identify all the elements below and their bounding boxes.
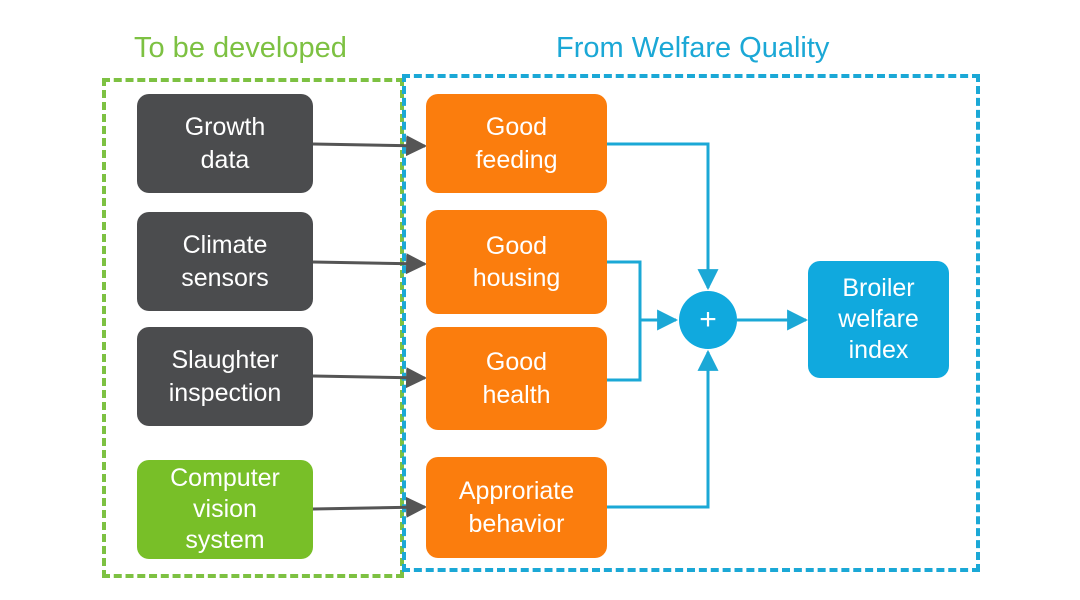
arrow-behavior-to-plus (607, 349, 719, 509)
slaughter-inspection-box: Slaughter inspection (137, 327, 313, 426)
arrow-vision-to-behavior (312, 496, 428, 518)
arrow-slaughter-to-health (312, 367, 428, 389)
good-feeding-box: Good feeding (426, 94, 607, 193)
welfare-quality-title: From Welfare Quality (556, 32, 830, 64)
broiler-welfare-index-box: Broiler welfare index (808, 261, 949, 378)
to-be-developed-title: To be developed (134, 32, 347, 64)
climate-sensors-box: Climate sensors (137, 212, 313, 311)
growth-data-box: Growth data (137, 94, 313, 193)
computer-vision-system-box: Computer vision system (137, 460, 313, 559)
plus-combiner: + (679, 291, 737, 349)
arrow-housing-to-plus (607, 260, 679, 331)
arrow-growth-to-feeding (312, 135, 428, 157)
arrow-climate-to-housing (312, 253, 428, 275)
good-health-box: Good health (426, 327, 607, 430)
approriate-behavior-box: Approriate behavior (426, 457, 607, 558)
arrow-feeding-to-plus (607, 142, 719, 291)
arrow-health-to-plus (607, 320, 642, 382)
welfare-quality-frame (402, 74, 980, 572)
good-housing-box: Good housing (426, 210, 607, 314)
